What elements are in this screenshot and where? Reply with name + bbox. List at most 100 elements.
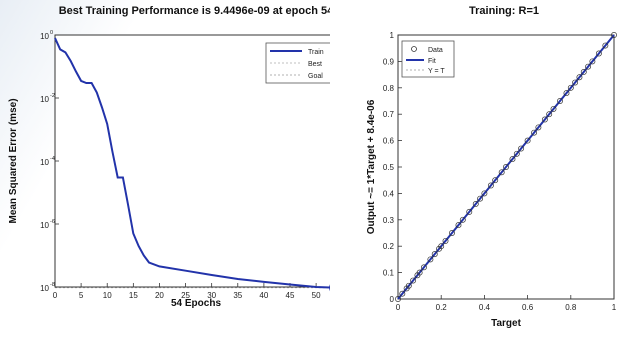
legend-data-label: Data [428,47,443,54]
legend-goal-label: Goal [308,73,323,80]
data-point [567,84,574,91]
data-point [487,182,494,189]
y-tick-exponent: -4 [50,156,55,162]
data-point [477,195,484,202]
data-point [410,277,417,284]
y-tick-label: 10 [40,284,49,293]
data-point [580,69,587,75]
data-points [395,32,617,302]
data-point [509,156,516,163]
data-point [455,222,462,229]
x-tick-label: 10 [103,291,112,300]
regression-chart-title: Training: R=1 [469,5,539,17]
x-tick-label: 1 [612,303,617,312]
performance-grid [55,287,330,289]
data-point [513,150,520,157]
legend-fit-label: Fit [428,58,436,65]
data-point [557,98,563,104]
y-tick-label: 0.3 [383,216,395,225]
x-tick-label: 35 [233,291,242,300]
data-point [541,116,548,123]
data-point [498,169,505,176]
legend-best-label: Best [308,61,322,68]
regression-y-axis-label: Output ~= 1*Target + 8.4e-06 [366,99,377,234]
y-tick-exponent: 0 [50,30,53,36]
data-point [585,63,592,70]
data-point [611,32,617,38]
data-point [431,251,438,258]
x-tick-label: 5 [79,291,84,300]
data-point [472,201,479,207]
data-point [595,50,602,57]
data-point [420,264,427,271]
x-tick-label: 0 [396,303,401,312]
data-point [503,164,509,170]
data-point [535,124,542,131]
data-point [399,290,406,297]
data-point [395,296,401,302]
y-tick-label: 0.6 [383,137,395,146]
y-tick-label: 0.4 [383,189,395,198]
data-point [449,230,455,236]
data-point [518,145,525,152]
data-point [602,42,609,49]
fit-line [397,34,615,300]
data-point [459,216,466,223]
y-tick-label: 1 [390,31,395,40]
performance-legend: Train Best Goal [265,42,330,84]
x-tick-label: 0 [53,291,58,300]
data-point [546,111,553,118]
data-point [438,243,445,250]
data-point [416,269,423,276]
x-tick-label: 25 [181,291,190,300]
data-point [563,90,570,97]
y-tick-label: 0 [390,295,395,304]
data-point [405,282,412,289]
regression-y-ticks: 0 0.1 0.2 0.3 0.4 0.5 0.6 0.7 0.8 0.9 1 [383,31,402,304]
legend-data-swatch [411,46,417,52]
data-point [572,79,579,86]
performance-chart: Best Training Performance is 9.4496e-09 … [8,5,330,309]
data-point [531,129,538,136]
regression-chart: Training: R=1 00.10.20.30.40.50.60.70.80… [366,5,617,329]
y-tick-label: 10 [40,158,49,167]
y-tick-label: 0.1 [383,269,395,278]
x-tick-label: 50 [312,291,321,300]
y-tick-label: 0.7 [383,110,395,119]
x-tick-label: 20 [155,291,164,300]
y-tick-label: 0.8 [383,84,395,93]
data-point [524,137,531,144]
x-tick-label: 45 [286,291,295,300]
y-tick-label: 10 [40,221,49,230]
data-point [550,105,557,112]
y-tick-label: 0.5 [383,163,395,172]
y-tick-exponent: -8 [50,282,55,288]
data-point [481,190,488,197]
performance-y-axis-label: Mean Squared Error (mse) [8,98,19,223]
y-tick-label: 10 [40,95,49,104]
x-tick-label: 0.4 [479,303,491,312]
performance-x-ticks: 0 5 10 15 20 25 30 35 40 45 50 [53,283,321,300]
data-point [442,237,449,244]
regression-x-axis-label: Target [491,318,521,329]
x-tick-label: 40 [259,291,268,300]
data-point [589,58,596,65]
data-point [466,208,473,215]
data-point [427,256,434,263]
y-tick-label: 0.9 [383,57,395,66]
performance-chart-title: Best Training Performance is 9.4496e-09 … [59,5,330,17]
data-point [576,74,583,81]
x-tick-label: 30 [207,291,216,300]
x-tick-label: 0.6 [522,303,534,312]
y-tick-label: 0.2 [383,242,395,251]
legend-train-label: Train [308,49,324,56]
x-tick-label: 0.2 [436,303,448,312]
regression-x-ticks: 0 0.2 0.4 0.6 0.8 1 [396,295,617,312]
y-tick-label: 10 [40,32,49,41]
train-series-line [54,37,330,289]
x-tick-label: 0.8 [565,303,577,312]
x-tick-label: 15 [129,291,138,300]
y-tick-exponent: -2 [50,93,55,99]
y-tick-exponent: -6 [50,219,55,225]
